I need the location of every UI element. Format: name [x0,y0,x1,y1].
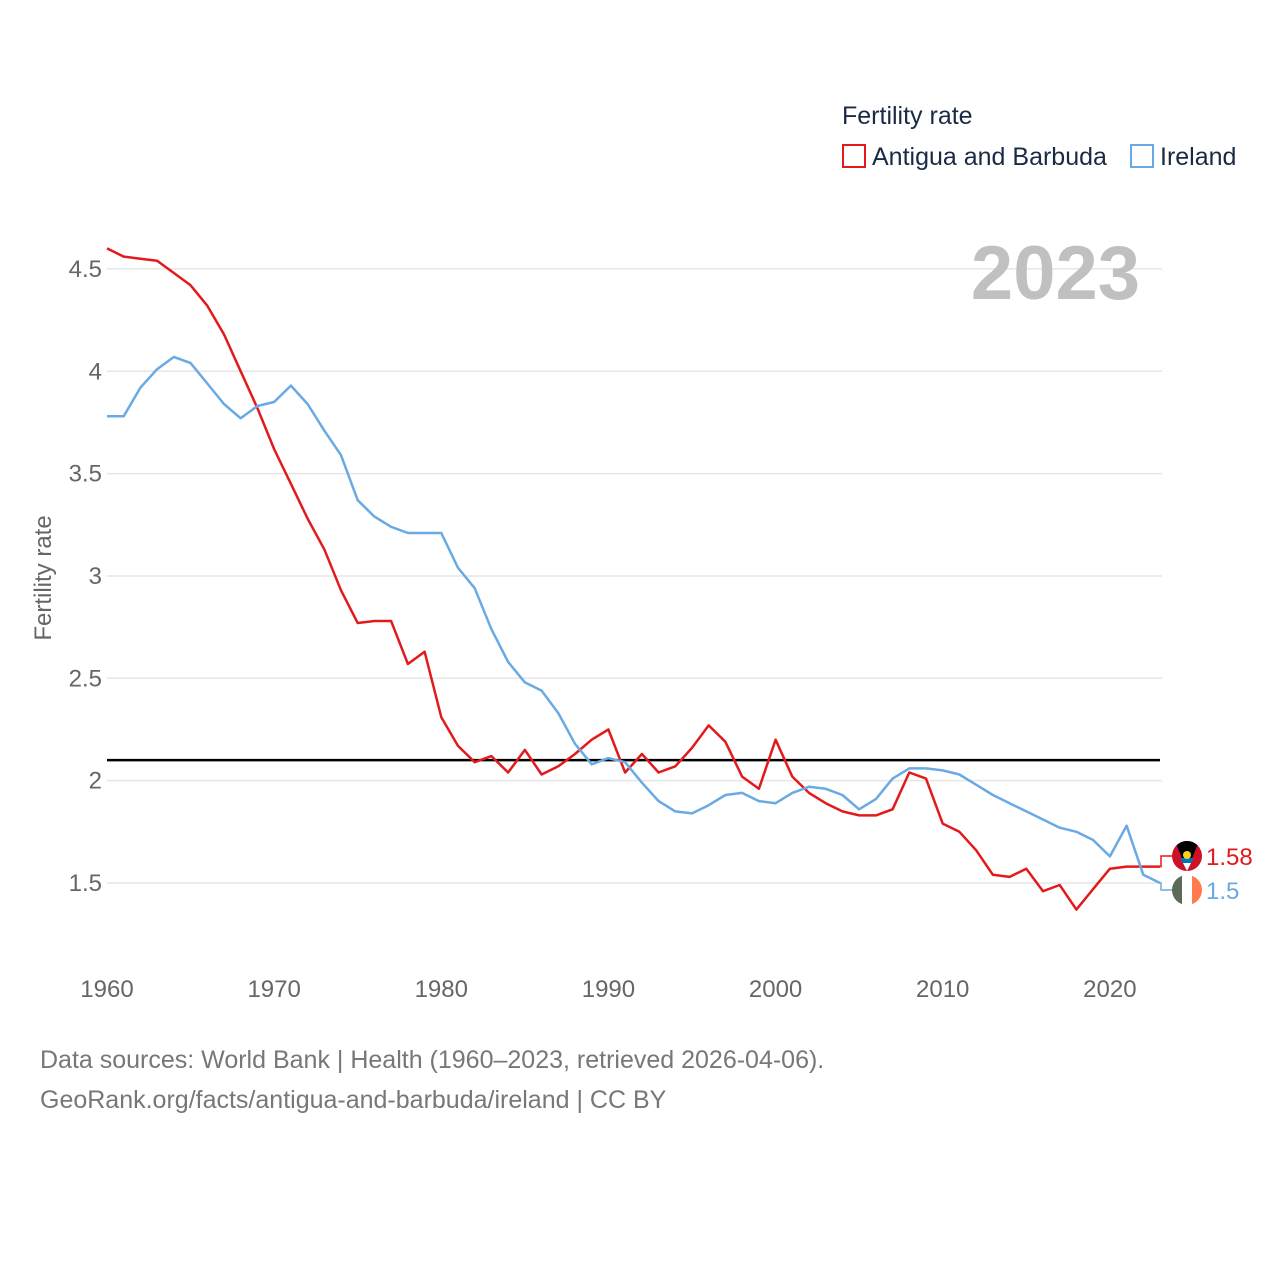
x-tick-label-1990: 1990 [582,976,635,1003]
x-tick-label-2020: 2020 [1083,976,1136,1003]
ireland-flag-icon [1172,875,1202,905]
legend-swatch-ireland [1130,144,1154,168]
end-connector-antigua-and-barbuda [1160,855,1173,868]
antigua-and-barbuda-flag-icon [1172,841,1202,871]
x-tick-label-2010: 2010 [916,976,969,1003]
y-axis-ticks: 1.5 2 2.5 3 3.5 4 4.5 [69,256,102,897]
y-tick-label-2: 2 [89,768,102,795]
x-axis-ticks: 1960 1970 1980 1990 2000 2010 2020 [80,976,1136,1003]
series-end-labels: 1.58 1.5 [1160,841,1253,905]
series-line-ireland[interactable] [107,355,1161,885]
end-value-label-ireland: 1.5 [1206,878,1239,905]
y-tick-label-2-5: 2.5 [69,665,102,692]
y-axis-title: Fertility rate [30,515,57,640]
legend-item-ireland[interactable]: Ireland [1130,143,1236,171]
x-tick-label-1960: 1960 [80,976,133,1003]
year-label: 2023 [971,231,1140,316]
source-line-1: Data sources: World Bank | Health (1960–… [40,1046,824,1074]
y-tick-label-1-5: 1.5 [69,870,102,897]
legend-swatch-antigua-and-barbuda [842,144,866,168]
series-line-antigua-and-barbuda[interactable] [106,247,1160,911]
y-tick-label-4-5: 4.5 [69,256,102,283]
source-line-2[interactable]: GeoRank.org/facts/antigua-and-barbuda/ir… [40,1086,667,1114]
y-tick-label-3: 3 [89,563,102,590]
x-tick-label-2000: 2000 [749,976,802,1003]
legend-item-antigua-and-barbuda[interactable]: Antigua and Barbuda [842,143,1107,171]
end-value-label-antigua-and-barbuda: 1.58 [1206,844,1253,871]
y-tick-label-4: 4 [89,358,102,385]
gridlines [107,268,1162,884]
y-tick-label-3-5: 3.5 [69,461,102,488]
legend-title: Fertility rate [842,102,973,130]
legend-label-ireland: Ireland [1160,143,1236,171]
series-lines [106,247,1161,911]
legend-label-antigua-and-barbuda: Antigua and Barbuda [872,143,1107,171]
x-tick-label-1980: 1980 [415,976,468,1003]
x-tick-label-1970: 1970 [247,976,300,1003]
end-connector-ireland [1160,882,1173,891]
